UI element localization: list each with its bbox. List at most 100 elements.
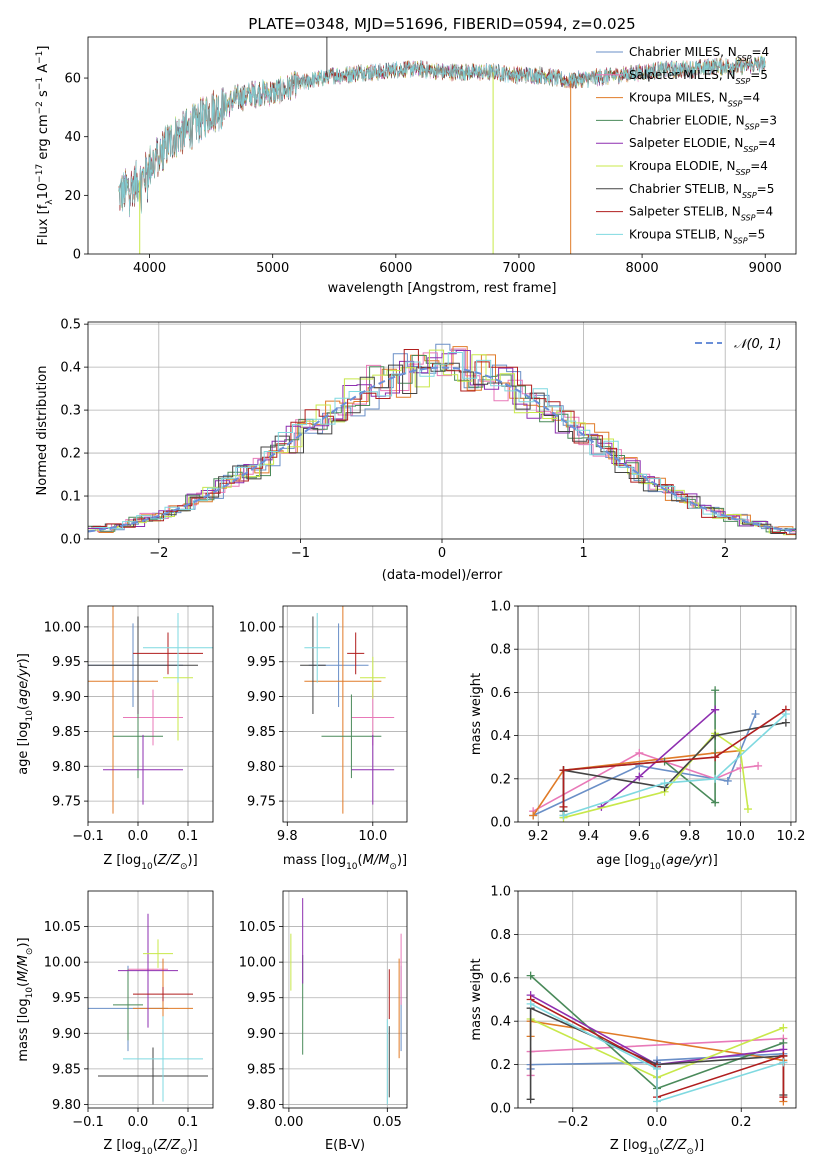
label-part: λ (45, 199, 55, 205)
gaussian-legend-label: 𝒩(0, 1) (734, 337, 781, 352)
legend-text: Kroupa MILES, N (629, 91, 728, 105)
x-tick-label: 5000 (256, 261, 289, 276)
y-tick-label: 0.4 (60, 361, 81, 376)
legend-tail: =4 (742, 91, 760, 105)
weight-marker (711, 705, 720, 714)
x-axis-label: E(B-V) (325, 1138, 365, 1153)
legend-entry: Salpeter STELIB, NSSP=4 (629, 205, 773, 223)
legend-sub: SSP (741, 213, 756, 222)
histogram-7 (92, 349, 796, 535)
x-tick-label: 9.6 (629, 829, 650, 844)
legend-text: Kroupa ELODIE, N (629, 159, 736, 173)
x-tick-label: 1 (579, 546, 587, 561)
label-part: Z [log (103, 853, 141, 868)
legend-sub: SSP (736, 168, 751, 177)
label-part: ⊙ (686, 1147, 694, 1157)
weight-marker (736, 746, 745, 755)
axes-frame (517, 605, 797, 823)
label-part: ⊙ (180, 862, 188, 872)
x-tick-label: 9.4 (578, 829, 599, 844)
axes-frame (282, 890, 408, 1109)
legend-entry: Salpeter ELODIE, NSSP=4 (629, 136, 776, 154)
label-part: ( (661, 853, 666, 868)
y-tick-label: 0.5 (60, 318, 81, 333)
weight-marker (711, 686, 720, 695)
axes-frame (87, 890, 214, 1109)
weight-marker (779, 1093, 788, 1102)
label-part: )] (397, 853, 407, 868)
plot-root: 4000 5000 6000 7000 8000 90000204060wavelengt… (16, 36, 805, 1157)
y-tick-label: 9.75 (52, 795, 81, 810)
y-tick-label: 0.0 (490, 816, 511, 831)
legend-tail: =4 (758, 136, 776, 150)
x-tick-label: 0.05 (373, 1115, 402, 1130)
gaussian-curve (88, 366, 796, 533)
label-part: −1 (35, 77, 45, 90)
weight-marker (526, 999, 535, 1008)
plot-area (88, 891, 213, 1108)
label-part: )] (16, 937, 31, 947)
plot-area (283, 606, 407, 822)
y-tick-label: 0.8 (490, 928, 511, 943)
x-tick-label: 4000 (133, 261, 166, 276)
y-axis-label: age [log10(age/yr)] (16, 653, 35, 775)
weight-marker (559, 802, 568, 811)
panel-z-mass: −0.1 0.0 0.1 9.80 9.85 9.90 9.95 10.00 10.05 Z [l… (16, 890, 214, 1157)
weight-marker (779, 1023, 788, 1032)
legend-tail: =4 (755, 205, 773, 219)
y-tick-label: 9.85 (52, 1062, 81, 1077)
y-tick-label: 10.00 (44, 620, 81, 635)
weight-marker (781, 718, 790, 727)
x-tick-label: 0 (438, 546, 446, 561)
axes-frame (282, 605, 408, 823)
label-part: )] (708, 853, 718, 868)
panel-mass-age: 9.8 10.0 9.75 9.80 9.85 9.90 9.95 10.00 mass [lo… (239, 605, 408, 872)
weight-marker (660, 779, 669, 788)
label-part: )] (694, 1138, 704, 1153)
weight-marker (743, 805, 752, 814)
label-part: ⊙ (389, 862, 397, 872)
y-tick-label: 9.95 (247, 655, 276, 670)
y-tick-label: 10.00 (239, 620, 276, 635)
x-tick-label: 0.0 (647, 1115, 668, 1130)
weight-marker (653, 1097, 661, 1106)
weight-line-8 (563, 713, 787, 817)
legend-text: Chabrier ELODIE, N (629, 113, 745, 127)
legend-text: Salpeter STELIB, N (629, 205, 741, 219)
label-part: ( (16, 705, 31, 710)
legend-tail: =4 (751, 45, 769, 59)
y-tick-label: 1.0 (490, 600, 511, 615)
y-tick-label: 60 (64, 72, 81, 87)
y-tick-label: 0.2 (490, 772, 511, 787)
x-tick-label: 6000 (379, 261, 412, 276)
x-tick-label: −0.2 (557, 1115, 589, 1130)
plot-area (88, 322, 796, 539)
panel-ebv-mass: 0.00 0.05 9.80 9.85 9.90 9.95 10.00 10.05 E(B-V) (239, 890, 408, 1153)
x-tick-label: 0.00 (274, 1115, 303, 1130)
legend-entry: Kroupa MILES, NSSP=4 (629, 91, 760, 109)
y-tick-label: 9.90 (52, 1027, 81, 1042)
x-tick-label: 10.2 (776, 829, 805, 844)
label-part: age [log (596, 853, 649, 868)
weight-line-1 (532, 752, 759, 812)
legend-entry: Kroupa ELODIE, NSSP=4 (629, 159, 768, 177)
label-part: ] (36, 46, 51, 51)
weight-marker (559, 811, 568, 820)
y-tick-label: 9.95 (52, 991, 81, 1006)
x-axis-label: wavelength [Angstrom, rest frame] (328, 281, 557, 296)
label-part: erg cm (36, 114, 51, 163)
weight-marker (779, 1058, 788, 1067)
y-tick-label: 9.90 (247, 1027, 276, 1042)
y-tick-label: 40 (64, 130, 81, 145)
y-tick-label: 9.80 (247, 760, 276, 775)
y-tick-label: 10.05 (44, 920, 81, 935)
axes-frame (87, 36, 797, 255)
legend-sub: SSP (737, 54, 752, 63)
legend-text: Salpeter MILES, N (629, 68, 736, 82)
weight-marker (711, 753, 720, 762)
label-part: age/yr (666, 853, 709, 868)
x-tick-label: 7000 (502, 261, 535, 276)
weight-marker (559, 766, 568, 775)
